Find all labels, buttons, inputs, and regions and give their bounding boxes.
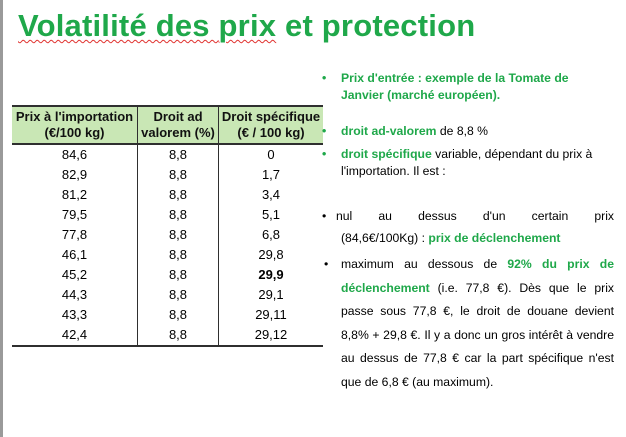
bullet-entry-price: • Prix d'entrée : exemple de la Tomate d… [322,70,614,104]
ad-valorem-rest: de 8,8 % [436,124,488,138]
table-row: 82,9 8,8 1,7 [12,165,323,185]
price-table: Prix à l'importation (€/100 kg) Droit ad… [12,105,323,347]
cell-specific-duty: 1,7 [218,165,323,185]
cell-specific-duty: 29,12 [218,325,323,347]
cell-specific-duty: 29,11 [218,305,323,325]
bullet-ad-valorem: • droit ad-valorem de 8,8 % [322,123,614,140]
table-row: 43,3 8,8 29,11 [12,305,323,325]
cell-import-price: 42,4 [12,325,138,347]
nul-line-2: (84,6€/100Kg) : prix de déclenchement [322,227,614,249]
maximum-explanation: (i.e. 77,8 €). Dès que le prix passe sou… [341,280,614,389]
header-specific-duty: Droit spécifique (€ / 100 kg) [218,105,323,145]
cell-ad-valorem: 8,8 [137,185,219,205]
maximum-intro: maximum au dessous de [341,257,508,271]
table-row: 77,8 8,8 6,8 [12,225,323,245]
title-part-2: prix [218,8,277,43]
cell-ad-valorem: 8,8 [137,225,219,245]
cell-specific-duty: 6,8 [218,225,323,245]
cell-ad-valorem: 8,8 [137,305,219,325]
title-part-3: et protection [276,8,476,43]
cell-import-price: 82,9 [61,167,88,182]
header-import-price: Prix à l'importation (€/100 kg) [12,105,138,145]
table-row: 44,3 8,8 29,1 [12,285,323,305]
bullet-dot: • [324,257,329,271]
cell-specific-duty: 0 [218,144,323,165]
cell-import-price: 81,2 [61,187,88,202]
table-row: 46,1 8,8 29,8 [12,245,323,265]
bullet-maximum-text: maximum au dessous de 92% du prix de déc… [322,253,614,394]
bullet-dot: • [322,124,327,138]
table-row: 81,2 8,8 3,4 [12,185,323,205]
cell-specific-duty-highlight: 29,9 [218,265,323,285]
trigger-percentage-term: 92% du prix de déclenchement [341,257,614,295]
bullet-entry-price-text: Prix d'entrée : exemple de la Tomate de … [341,71,569,102]
cell-import-price: 44,3 [61,287,88,302]
bullet-maximum: • maximum au dessous de 92% du prix de d… [322,253,614,394]
cell-import-price: 77,8 [61,227,88,242]
cell-import-price: 79,5 [61,207,88,222]
table-row: 45,2 8,8 29,9 [12,265,323,285]
table-row: 84,6 8,8 0 [12,144,323,165]
left-edge-rule [0,0,3,437]
cell-ad-valorem: 8,8 [137,325,219,347]
cell-ad-valorem: 8,8 [137,144,219,165]
bullet-dot: • [322,71,327,85]
cell-import-price: 43,3 [61,307,88,322]
bullet-specific-duty-line: droit spécifique variable, dépendant du … [322,146,614,180]
cell-ad-valorem: 8,8 [137,205,219,225]
cell-specific-duty: 29,8 [218,245,323,265]
table-header-row: Prix à l'importation (€/100 kg) Droit ad… [12,105,323,145]
trigger-price-term: prix de déclenchement [428,231,561,245]
cell-specific-duty: 5,1 [218,205,323,225]
header-ad-valorem: Droit ad valorem (%) [137,105,219,145]
nul-threshold: (84,6€/100Kg) : [341,231,429,245]
cell-ad-valorem: 8,8 [137,245,219,265]
specific-duty-term: droit spécifique [341,147,432,161]
ad-valorem-term: droit ad-valorem [341,124,437,138]
cell-ad-valorem: 8,8 [137,285,219,305]
cell-ad-valorem: 8,8 [137,265,219,285]
cell-ad-valorem: 8,8 [137,165,219,185]
cell-import-price: 45,2 [61,267,88,282]
cell-import-price: 46,1 [61,247,88,262]
specific-duty-rest: variable, dépendant du prix à l'importat… [341,147,593,178]
table-row: 79,5 8,8 5,1 [12,205,323,225]
cell-specific-duty: 29,1 [218,285,323,305]
cell-import-price: 84,6 [61,147,88,162]
title-part-1: Volatilité des [18,8,219,43]
bullet-dot: • [322,147,327,161]
cell-specific-duty: 3,4 [218,185,323,205]
table-row: 42,4 8,8 29,12 [12,325,323,347]
bullet-ad-valorem-line: droit ad-valorem de 8,8 % [322,123,614,140]
slide-title: Volatilité des prix et protection [18,8,475,44]
nul-line-1: nul au dessus d'un certain prix [336,209,614,223]
bullet-nul: • nul au dessus d'un certain prix (84,6€… [322,205,614,249]
bullet-specific-duty: • droit spécifique variable, dépendant d… [322,146,614,180]
bullet-dot: • [322,209,327,223]
